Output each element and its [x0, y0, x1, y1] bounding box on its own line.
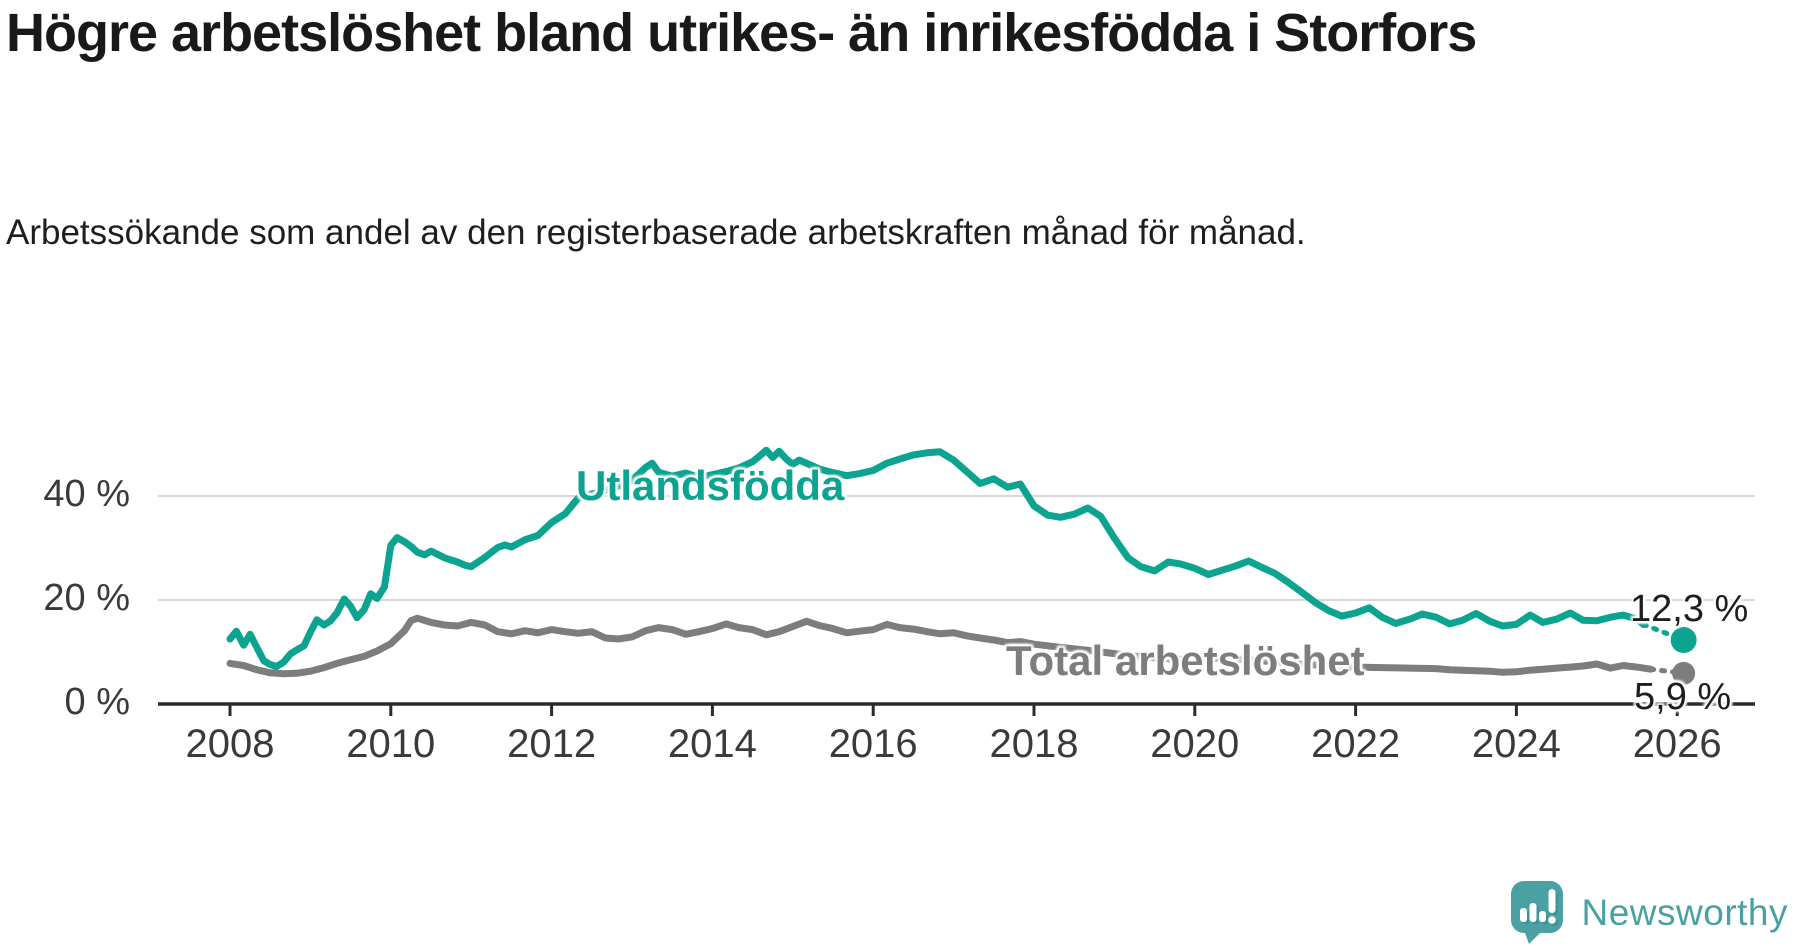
page-title: Högre arbetslöshet bland utrikes- än inr… — [6, 3, 1477, 63]
x-axis — [158, 702, 1755, 716]
chart-series — [226, 446, 1697, 685]
brand-footer: Newsworthy — [1510, 878, 1789, 948]
page-subtitle: Arbetssökande som andel av den registerb… — [6, 213, 1306, 252]
newsworthy-logo-icon — [1510, 881, 1563, 944]
bar-chart-glyph — [1519, 889, 1556, 924]
gridlines — [158, 495, 1755, 601]
brand-name: Newsworthy — [1581, 892, 1788, 933]
